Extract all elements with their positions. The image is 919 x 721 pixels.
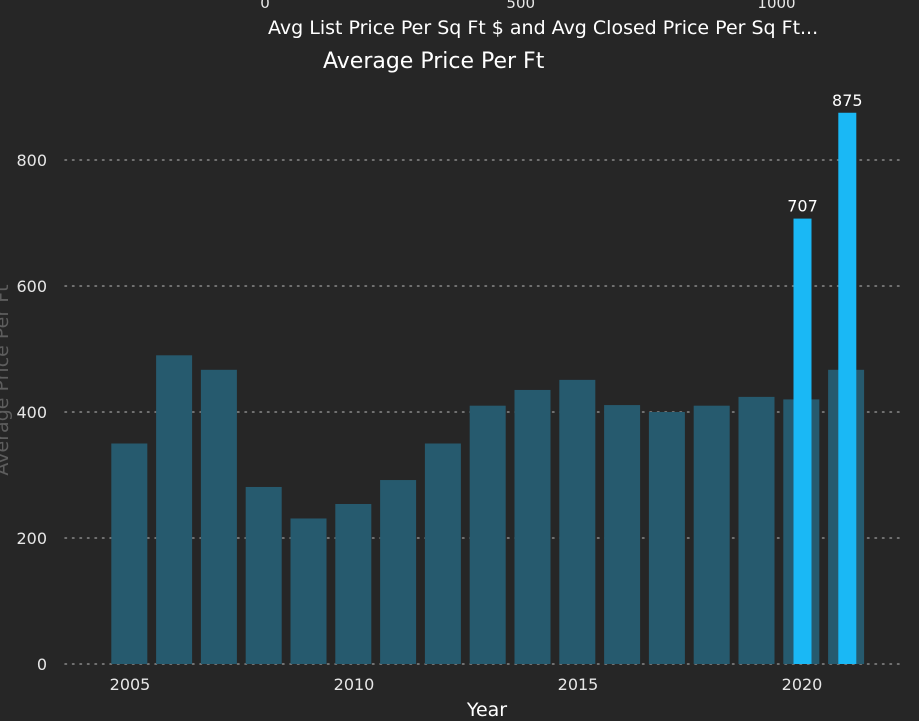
y-axis-title: Average Price Per Ft: [0, 284, 13, 475]
x-tick-label: 2005: [110, 675, 151, 694]
y-axis-ticks: 0 200 400 600 800: [16, 151, 47, 674]
bar-2010[interactable]: [335, 503, 372, 664]
x-axis-ticks: 2005 2010 2015 2020: [110, 675, 823, 694]
x-tick-label: 2020: [782, 675, 823, 694]
y-tick-label: 600: [16, 277, 47, 296]
y-tick-label: 0: [37, 655, 47, 674]
data-label-2021: 875: [832, 91, 863, 110]
bars-series-1: [111, 355, 865, 665]
highlight-bar-2020[interactable]: [793, 218, 812, 664]
bar-2005[interactable]: [111, 443, 148, 665]
bar-2014[interactable]: [514, 389, 551, 664]
bar-2013[interactable]: [469, 405, 506, 664]
x-tick-label: 2015: [558, 675, 599, 694]
data-label-2020: 707: [787, 197, 818, 216]
bar-2015[interactable]: [559, 379, 596, 664]
bar-2012[interactable]: [424, 443, 461, 665]
y-tick-label: 200: [16, 529, 47, 548]
y-tick-label: 800: [16, 151, 47, 170]
bar-2007[interactable]: [200, 369, 237, 664]
highlight-bar-2021[interactable]: [838, 112, 857, 664]
data-labels: 707 875: [787, 91, 862, 216]
bar-2008[interactable]: [245, 486, 282, 664]
bar-2017[interactable]: [648, 412, 685, 664]
top-axis-tick: 500: [506, 0, 535, 12]
x-axis-title: Year: [466, 699, 507, 721]
bar-2006[interactable]: [156, 355, 193, 664]
bar-2011[interactable]: [380, 480, 417, 664]
bars-series-2: [793, 112, 857, 664]
bar-2016[interactable]: [604, 405, 641, 664]
bar-2019[interactable]: [738, 396, 775, 664]
top-axis-tick: 0: [260, 0, 270, 12]
x-tick-label: 2010: [334, 675, 375, 694]
top-axis-label: Avg List Price Per Sq Ft $ and Avg Close…: [268, 17, 818, 39]
top-axis-ticks: 0 500 1000: [260, 0, 795, 12]
top-axis-tick: 1000: [757, 0, 795, 12]
y-tick-label: 400: [16, 403, 47, 422]
bar-2009[interactable]: [290, 518, 327, 664]
chart-title: Average Price Per Ft: [323, 49, 545, 74]
bar-2018[interactable]: [693, 405, 730, 664]
